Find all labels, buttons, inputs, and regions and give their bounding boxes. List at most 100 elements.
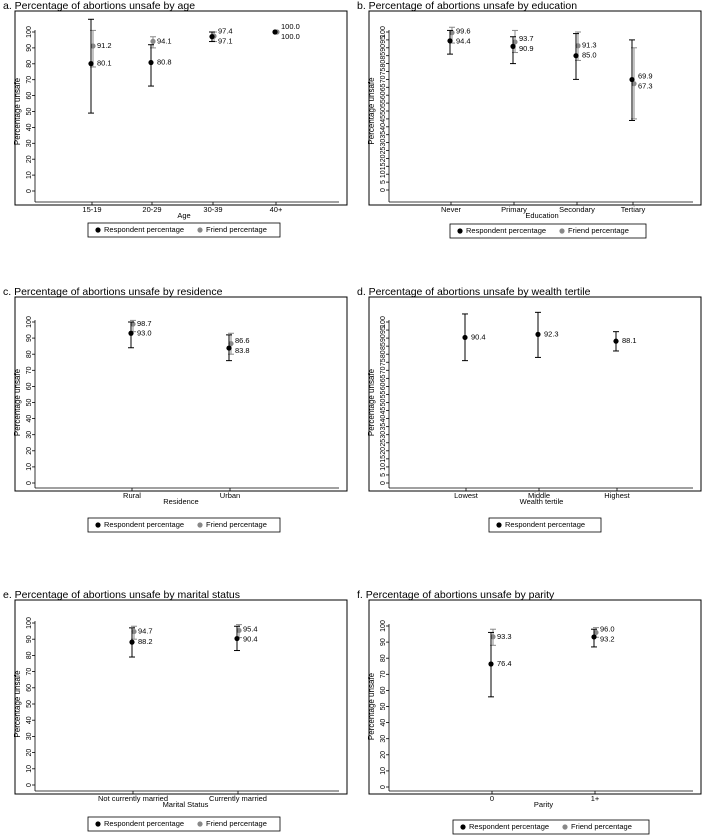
y-tick-label: 20: [26, 155, 33, 163]
friend-point: [631, 81, 637, 87]
friend-data-label: 96.0: [600, 625, 615, 634]
y-axis-label: Percentage unsafe: [367, 672, 376, 740]
y-tick-label: 70: [26, 76, 33, 84]
friend-data-label: 67.3: [638, 82, 653, 91]
respondent-point: [226, 345, 232, 351]
y-tick-label: 10: [26, 765, 33, 773]
respondent-legend-marker: [95, 227, 101, 233]
y-tick-label: 30: [26, 732, 33, 740]
respondent-data-label: 80.1: [97, 59, 112, 68]
legend-label: Friend percentage: [206, 225, 267, 234]
y-tick-label: 100: [380, 620, 387, 632]
y-tick-label: 60: [26, 684, 33, 692]
respondent-data-label: 90.4: [471, 332, 486, 341]
y-tick-label: 55: [380, 390, 387, 398]
legend-box: [87, 816, 281, 832]
y-tick-label: 80: [26, 651, 33, 659]
y-tick-label: 60: [26, 382, 33, 390]
y-tick-label: 100: [380, 26, 387, 38]
chart-panel: d. Percentage of abortions unsafe by wea…: [357, 286, 702, 533]
legend-label: Respondent percentage: [466, 226, 546, 235]
y-tick-label: 60: [380, 686, 387, 694]
friend-legend-marker: [562, 824, 568, 830]
x-tick-label: Currently married: [209, 794, 267, 803]
friend-point: [228, 340, 234, 347]
legend-label: Friend percentage: [568, 226, 629, 235]
friend-data-label: 86.6: [235, 336, 250, 345]
friend-data-label: 97.4: [218, 26, 233, 35]
y-tick-label: 80: [380, 654, 387, 662]
y-axis-label: Percentage unsafe: [13, 368, 22, 436]
y-tick-label: 45: [380, 115, 387, 123]
y-tick-label: 30: [380, 139, 387, 147]
plot-frame: [14, 296, 348, 492]
y-tick-label: 40: [26, 716, 33, 724]
y-tick-label: 15: [380, 455, 387, 463]
respondent-point: [209, 34, 215, 40]
x-tick-label: Tertiary: [621, 205, 646, 214]
respondent-point: [462, 334, 468, 341]
legend-label: Respondent percentage: [469, 822, 549, 831]
legend-label: Respondent percentage: [505, 520, 585, 529]
y-tick-label: 20: [380, 447, 387, 455]
respondent-legend-marker: [95, 821, 101, 827]
respondent-point: [629, 76, 635, 83]
respondent-point: [488, 661, 494, 667]
y-tick-label: 10: [380, 767, 387, 775]
y-tick-label: 70: [26, 366, 33, 374]
x-tick-label: Lowest: [454, 491, 479, 500]
y-tick-label: 30: [380, 735, 387, 743]
chart-panel: a. Percentage of abortions unsafe by age…: [3, 0, 348, 238]
y-tick-label: 15: [380, 162, 387, 170]
friend-point: [593, 629, 599, 636]
y-tick-label: 80: [380, 350, 387, 358]
y-tick-label: 70: [380, 75, 387, 83]
friend-point: [130, 321, 136, 327]
friend-data-label: 95.4: [243, 624, 258, 633]
friend-data-label: 100.0: [281, 32, 300, 41]
respondent-point: [128, 330, 134, 336]
y-tick-label: 20: [380, 154, 387, 162]
y-tick-label: 50: [380, 107, 387, 115]
respondent-point: [234, 635, 240, 642]
y-tick-label: 0: [380, 481, 387, 485]
respondent-point: [510, 43, 516, 49]
friend-point: [449, 30, 455, 36]
y-tick-label: 5: [380, 180, 387, 184]
x-tick-label: Primary: [501, 205, 527, 214]
x-axis-label: Age: [177, 211, 190, 220]
x-tick-label: 30-39: [203, 205, 222, 214]
friend-point: [490, 634, 496, 640]
y-tick-label: 25: [380, 439, 387, 447]
legend-label: Friend percentage: [206, 520, 267, 529]
y-tick-label: 90: [26, 635, 33, 643]
respondent-point: [613, 338, 619, 344]
y-tick-label: 5: [380, 473, 387, 477]
respondent-data-label: 85.0: [582, 51, 597, 60]
respondent-data-label: 100.0: [281, 22, 300, 31]
legend-label: Respondent percentage: [104, 520, 184, 529]
respondent-point: [573, 53, 579, 59]
y-tick-label: 60: [26, 92, 33, 100]
plot-frame: [368, 296, 702, 492]
friend-point: [236, 627, 242, 634]
y-tick-label: 90: [26, 334, 33, 342]
friend-data-label: 91.3: [582, 41, 597, 50]
y-tick-label: 10: [380, 170, 387, 178]
respondent-data-label: 90.4: [243, 634, 258, 643]
respondent-point: [535, 331, 541, 337]
legend-label: Respondent percentage: [104, 819, 184, 828]
y-tick-label: 70: [26, 668, 33, 676]
respondent-legend-marker: [496, 522, 502, 528]
y-tick-label: 40: [26, 415, 33, 423]
y-tick-label: 40: [380, 123, 387, 131]
legend-box: [452, 819, 650, 835]
chart-title: e. Percentage of abortions unsafe by mar…: [3, 589, 240, 601]
y-tick-label: 85: [380, 52, 387, 60]
respondent-data-label: 93.0: [137, 328, 152, 337]
y-tick-label: 10: [26, 171, 33, 179]
x-tick-label: Middle: [528, 491, 550, 500]
respondent-data-label: 90.9: [519, 44, 534, 53]
friend-point: [90, 43, 96, 49]
